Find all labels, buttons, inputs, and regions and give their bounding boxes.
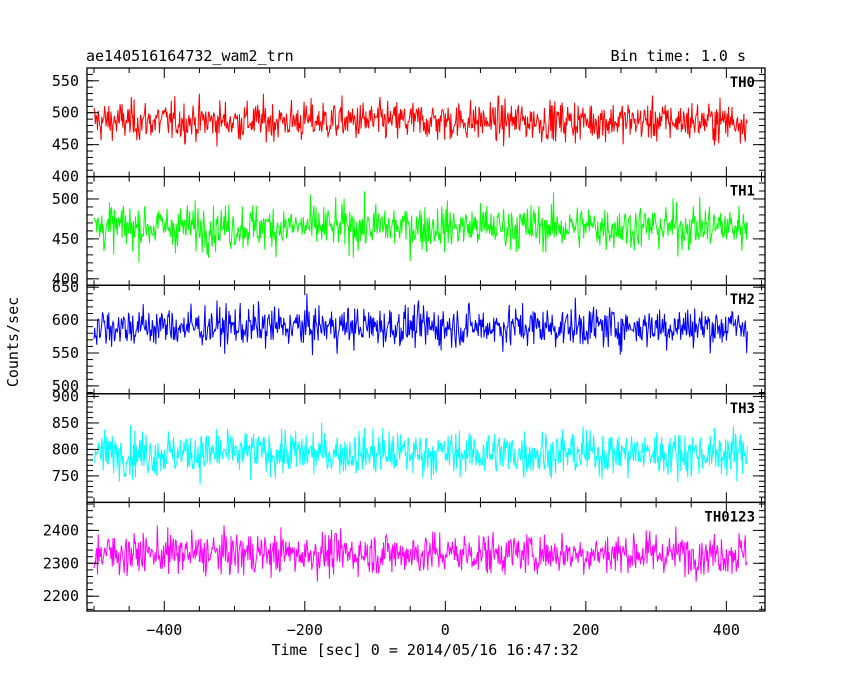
panel-label-th0: TH0 bbox=[730, 75, 755, 91]
traces-layer bbox=[93, 93, 748, 582]
chart-title: ae140516164732_wam2_trn bbox=[86, 47, 294, 65]
y-tick-label: 2300 bbox=[43, 554, 79, 572]
y-tick-label: 750 bbox=[52, 467, 79, 485]
panel-label-th0123: TH0123 bbox=[704, 509, 755, 525]
x-tick-label: −400 bbox=[146, 621, 182, 639]
y-tick-label: 2200 bbox=[43, 587, 79, 605]
ticks-layer bbox=[87, 67, 765, 611]
x-tick-label: 400 bbox=[713, 621, 740, 639]
y-tick-label: 450 bbox=[52, 136, 79, 154]
y-tick-label: 400 bbox=[52, 270, 79, 288]
y-tick-label: 500 bbox=[52, 377, 79, 395]
panel-frame-th1 bbox=[86, 175, 766, 286]
y-tick-label: 800 bbox=[52, 440, 79, 458]
panel-label-th2: TH2 bbox=[730, 292, 755, 308]
panel-label-th3: TH3 bbox=[730, 401, 755, 417]
panel-label-th1: TH1 bbox=[730, 184, 755, 200]
y-tick-label: 600 bbox=[52, 311, 79, 329]
y-tick-label: 500 bbox=[52, 104, 79, 122]
bin-time-label: Bin time: 1.0 s bbox=[611, 47, 746, 65]
y-tick-label: 550 bbox=[52, 72, 79, 90]
trace-th0 bbox=[93, 93, 748, 147]
y-tick-label: 450 bbox=[52, 230, 79, 248]
x-tick-label: −200 bbox=[287, 621, 323, 639]
y-tick-label: 2400 bbox=[43, 521, 79, 539]
trace-th3 bbox=[93, 422, 748, 486]
y-axis-title: Counts/sec bbox=[4, 297, 22, 387]
y-tick-label: 850 bbox=[52, 414, 79, 432]
y-tick-label: 500 bbox=[52, 190, 79, 208]
labels-layer: 400 450 500 550 TH0 400 450 500 TH1 500 550 600 650 T… bbox=[43, 72, 755, 639]
y-tick-label: 400 bbox=[52, 168, 79, 186]
x-axis-title: Time [sec] 0 = 2014/05/16 16:47:32 bbox=[271, 641, 578, 659]
x-tick-label: 200 bbox=[572, 621, 599, 639]
y-tick-label: 900 bbox=[52, 387, 79, 405]
y-tick-label: 550 bbox=[52, 344, 79, 362]
y-tick-label: 650 bbox=[52, 278, 79, 296]
trace-th0123 bbox=[93, 525, 748, 582]
x-tick-label: 0 bbox=[441, 621, 450, 639]
trace-th2 bbox=[93, 293, 748, 356]
trace-th1 bbox=[93, 191, 748, 263]
